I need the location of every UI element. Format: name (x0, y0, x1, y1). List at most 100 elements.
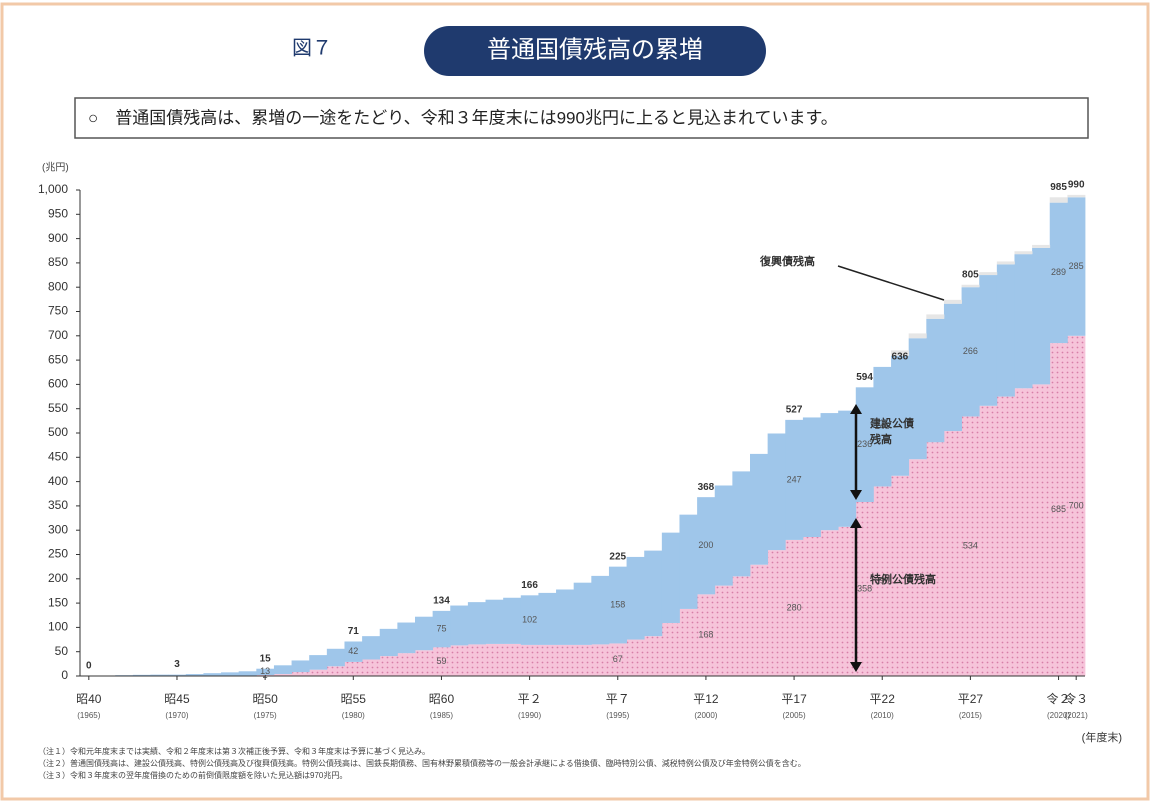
annotation: 建設公債 (870, 416, 914, 430)
bar-segment (380, 629, 398, 656)
total-label: 225 (609, 551, 626, 562)
bar-segment (292, 672, 310, 676)
data-label: 42 (348, 646, 358, 656)
x-tick-label: 平27 (958, 692, 984, 706)
bar-segment (962, 285, 980, 287)
bar-segment (732, 576, 750, 676)
bar-segment (274, 665, 292, 674)
bar-segment (574, 645, 592, 676)
bar-segment (926, 442, 944, 676)
x-tick-sublabel: (2000) (694, 711, 717, 720)
bar-segment (926, 314, 944, 318)
bar-segment (979, 272, 997, 275)
bar-segment (450, 606, 468, 646)
y-tick-label: 0 (61, 668, 68, 682)
bar-segment (591, 576, 609, 645)
data-label: 168 (698, 630, 713, 640)
y-tick-label: 700 (48, 328, 68, 342)
bar-segment (750, 565, 768, 676)
bar-segment (309, 655, 327, 670)
bar-segment (1032, 248, 1050, 385)
bar-segment (397, 623, 415, 654)
bar-segment (821, 530, 839, 676)
bar-segment (944, 431, 962, 676)
bar-segment (838, 527, 856, 676)
x-tick-sublabel: (1995) (606, 711, 629, 720)
bar-segment (715, 485, 733, 585)
data-label: 685 (1051, 504, 1066, 514)
data-label: 289 (1051, 267, 1066, 277)
data-label: 158 (610, 599, 625, 609)
x-tick-label: 昭45 (164, 692, 190, 706)
bar-segment (538, 593, 556, 645)
y-tick-label: 650 (48, 352, 68, 366)
y-tick-label: 1,000 (38, 182, 68, 196)
x-tick-sublabel: (2015) (959, 711, 982, 720)
y-tick-label: 450 (48, 449, 68, 463)
bar-segment (662, 623, 680, 676)
x-tick-sublabel: (1970) (165, 711, 188, 720)
bar-segment (944, 300, 962, 304)
bar-segment (503, 644, 521, 676)
x-tick-label: 昭55 (341, 692, 367, 706)
bar-segment (803, 537, 821, 676)
data-label: 534 (963, 541, 978, 551)
total-label: 3 (174, 659, 180, 670)
data-label: 13 (260, 666, 270, 676)
bar-segment (644, 636, 662, 676)
x-tick-sublabel: (1985) (430, 711, 453, 720)
bar-segment (997, 397, 1015, 676)
bar-segment (574, 583, 592, 645)
bar-segment (979, 275, 997, 406)
data-label: 59 (436, 656, 446, 666)
x-tick-sublabel: (2010) (871, 711, 894, 720)
bar-segment (380, 656, 398, 676)
y-axis-unit: (兆円) (42, 162, 69, 174)
x-tick-sublabel: (1990) (518, 711, 541, 720)
y-tick-label: 350 (48, 498, 68, 512)
bar-segment (1032, 245, 1050, 248)
bar-segment (909, 338, 927, 459)
bar-segment (397, 653, 415, 676)
data-label: 266 (963, 346, 978, 356)
x-tick-label: 平７ (606, 692, 630, 706)
x-tick-label: 平12 (693, 692, 719, 706)
title: 普通国債残高の累増 (487, 36, 703, 63)
bar-segment (486, 600, 504, 644)
bar-segment (909, 333, 927, 338)
bar-segment (679, 515, 697, 609)
total-label: 990 (1068, 180, 1085, 191)
x-tick-label: 令３ (1064, 691, 1088, 706)
y-tick-label: 850 (48, 255, 68, 269)
x-tick-sublabel: (1975) (254, 711, 277, 720)
total-label: 527 (786, 405, 803, 416)
bar-segment (1014, 388, 1032, 676)
y-tick-label: 900 (48, 231, 68, 245)
note: （注２）普通国債残高は、建設公債残高、特例公債残高及び復興債残高。特例公債残高は… (38, 758, 806, 768)
data-label: 700 (1069, 500, 1084, 510)
bar-segment (1067, 195, 1085, 197)
bar-segment (1050, 197, 1068, 202)
total-label: 15 (260, 653, 272, 664)
y-tick-label: 600 (48, 377, 68, 391)
y-tick-label: 300 (48, 522, 68, 536)
bar-segment (715, 586, 733, 676)
bar-segment (1014, 254, 1032, 388)
bar-segment (679, 609, 697, 676)
bar-segment (415, 650, 433, 676)
bar-segment (362, 659, 380, 676)
bar-segment (556, 645, 574, 676)
total-label: 166 (521, 580, 538, 591)
data-label: 247 (787, 474, 802, 484)
x-tick-sublabel: (2021) (1065, 711, 1088, 720)
bar-segment (486, 644, 504, 676)
total-label: 134 (433, 596, 450, 607)
bar-segment (450, 645, 468, 676)
note: （注３）令和３年度末の翌年度借換のための前倒債限度額を除いた見込額は970兆円。 (38, 770, 347, 780)
figure-number: 図７ (292, 38, 332, 60)
bar-segment (627, 640, 645, 676)
bar-segment (627, 557, 645, 640)
y-tick-label: 200 (48, 571, 68, 585)
bar-segment (327, 649, 345, 666)
